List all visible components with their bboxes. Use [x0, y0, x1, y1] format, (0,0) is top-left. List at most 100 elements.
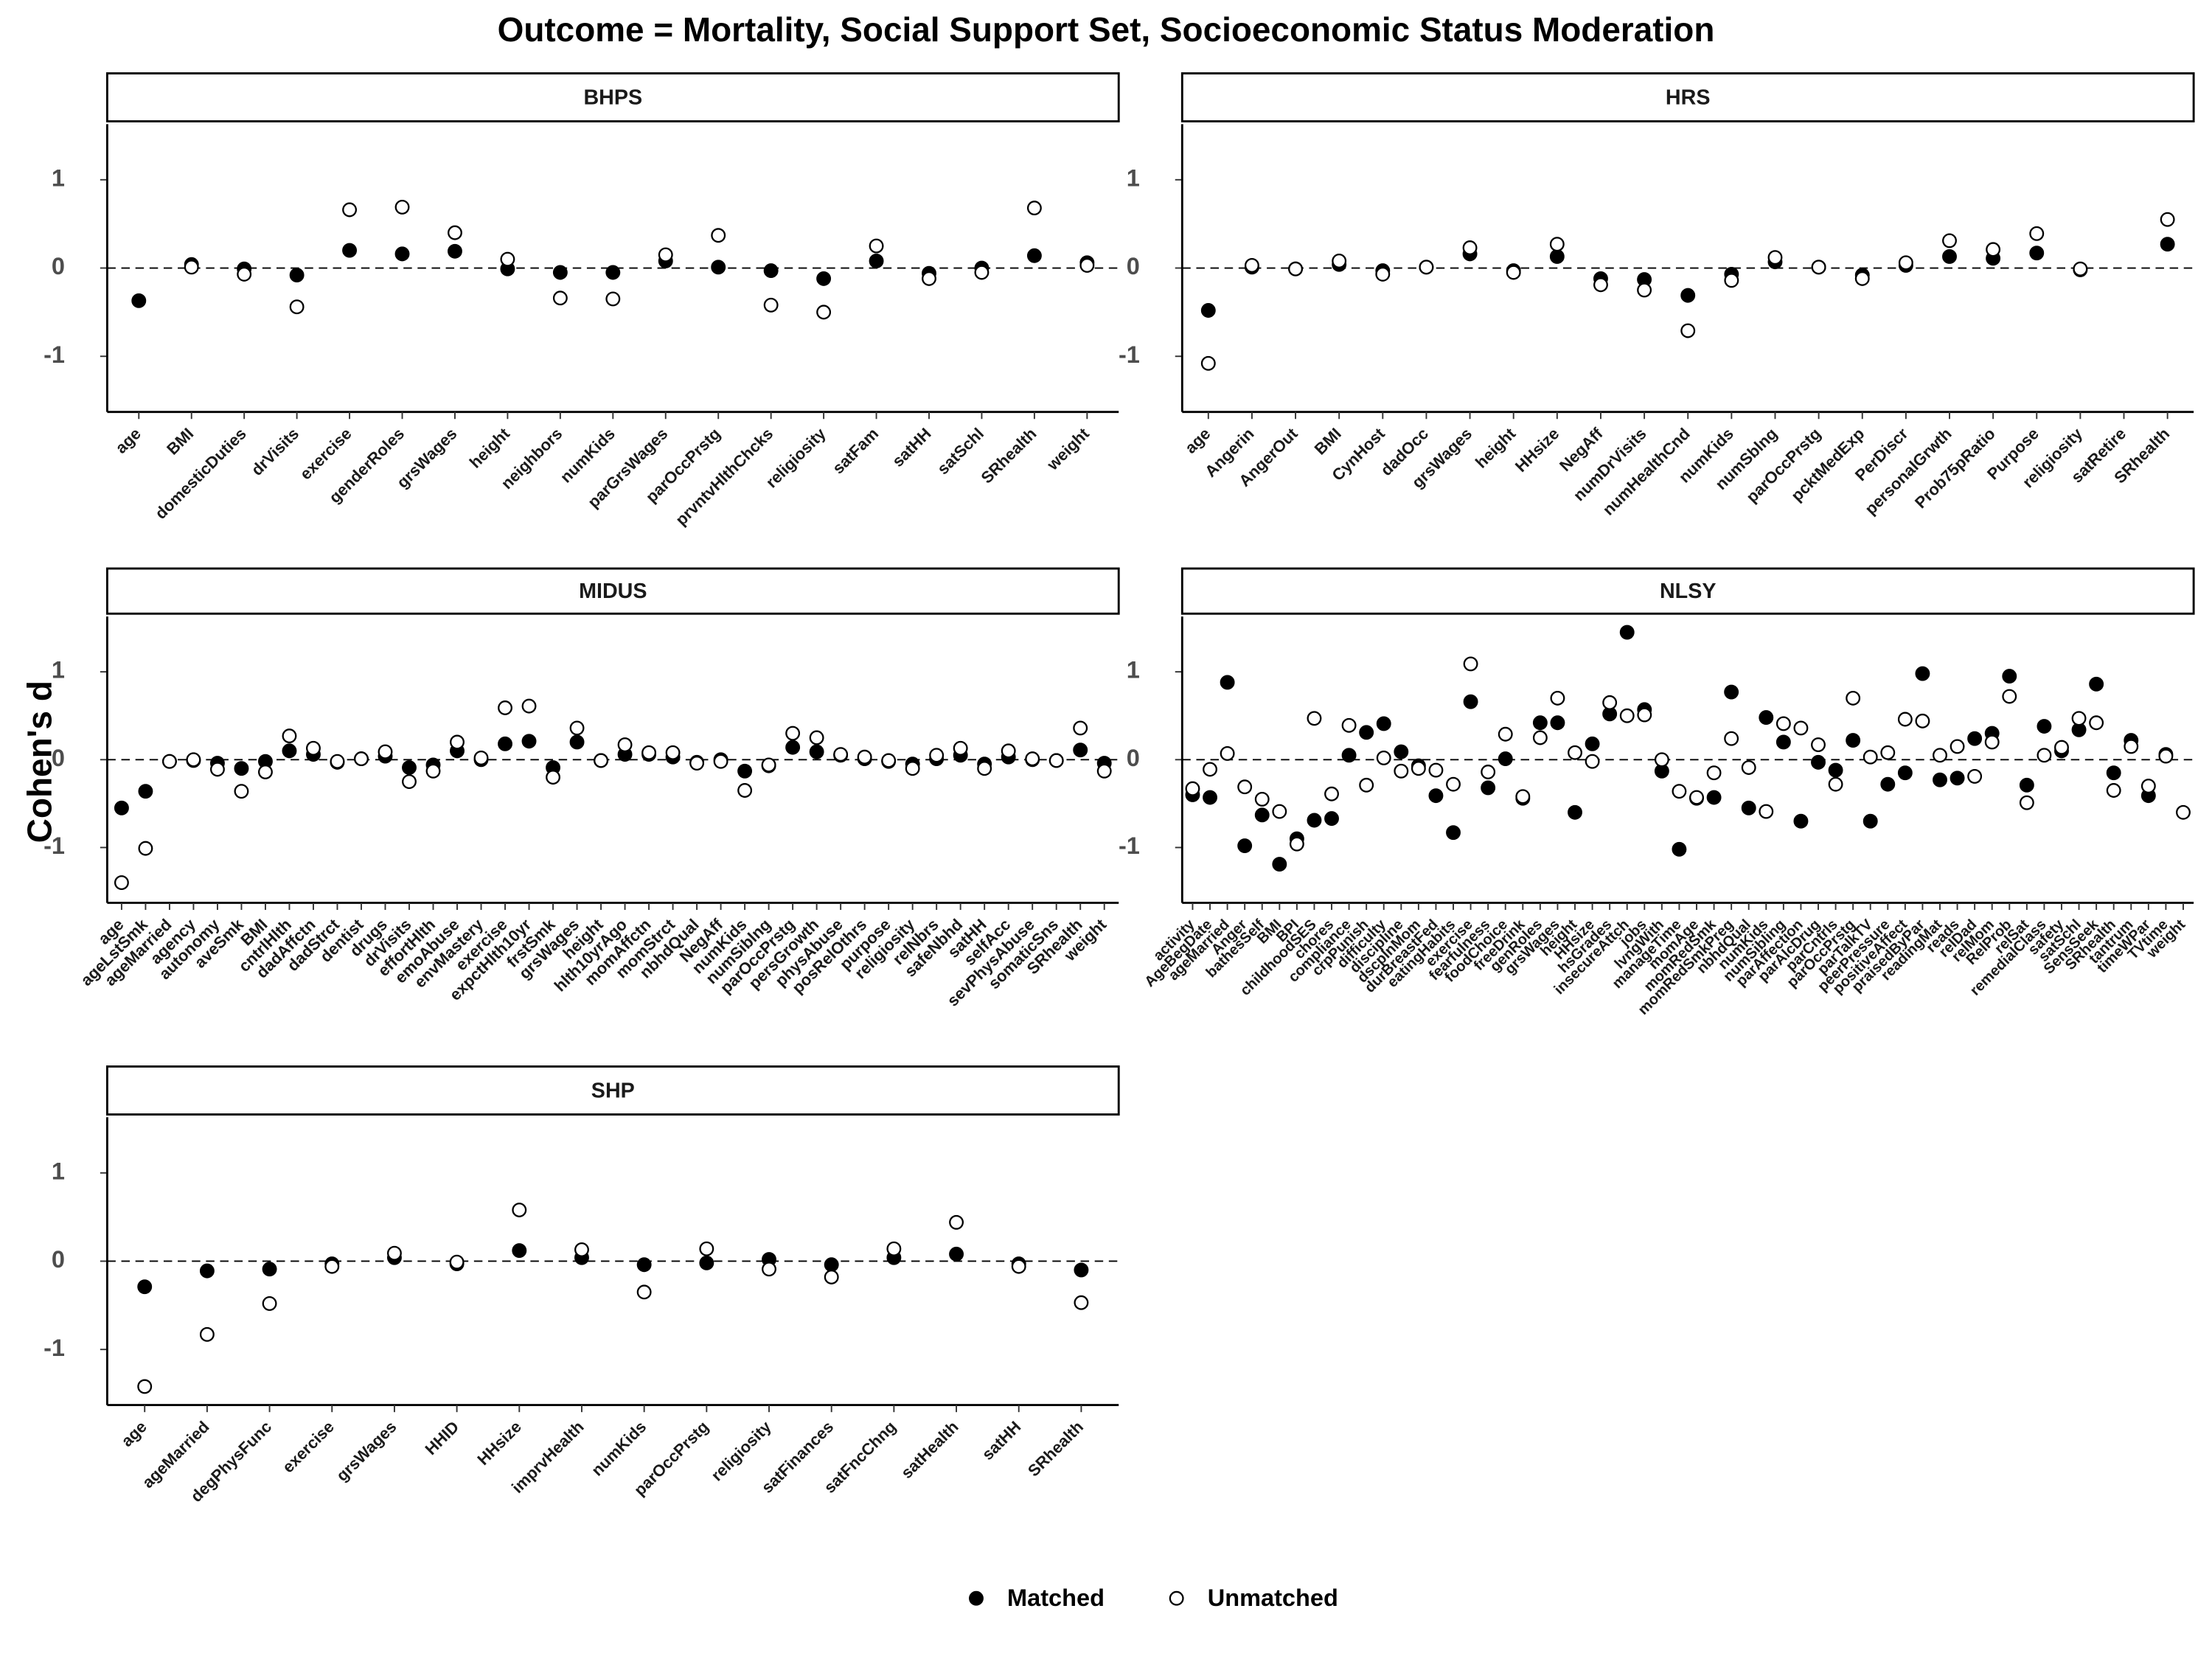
- data-point: [1706, 765, 1722, 781]
- data-point: [114, 875, 129, 891]
- data-point: [665, 745, 681, 760]
- data-point: [1741, 800, 1756, 815]
- data-point: [2176, 804, 2191, 820]
- data-point: [785, 740, 801, 755]
- data-point: [282, 743, 297, 759]
- data-point: [1811, 754, 1826, 770]
- data-point: [234, 761, 249, 776]
- data-point: [186, 752, 201, 768]
- data-point: [330, 754, 345, 769]
- data-point: [1724, 684, 1739, 700]
- data-point: [929, 748, 945, 763]
- data-point: [763, 297, 779, 313]
- data-point: [1428, 788, 1444, 804]
- data-point: [2106, 765, 2121, 781]
- data-point: [1048, 753, 1064, 768]
- data-point: [131, 293, 147, 308]
- data-point: [1811, 260, 1826, 275]
- data-point: [1220, 746, 1235, 761]
- data-point: [641, 745, 657, 760]
- data-point: [1411, 761, 1426, 776]
- data-point: [1394, 744, 1409, 759]
- legend-marker: [1169, 1590, 1184, 1606]
- data-point: [816, 305, 832, 320]
- data-point: [2073, 261, 2088, 276]
- data-point: [1203, 790, 1217, 805]
- data-point: [1341, 717, 1357, 733]
- data-point: [809, 744, 824, 759]
- data-point: [498, 700, 512, 715]
- data-point: [699, 1241, 714, 1256]
- data-point: [394, 246, 410, 262]
- data-point: [711, 260, 726, 275]
- data-point: [1203, 762, 1217, 777]
- data-point: [512, 1243, 527, 1259]
- legend-marker: [969, 1590, 984, 1606]
- y-tick-label: 0: [52, 253, 65, 279]
- data-point: [1550, 715, 1565, 731]
- data-point: [1220, 675, 1235, 690]
- data-point: [184, 260, 199, 275]
- data-point: [1462, 240, 1478, 255]
- data-point: [569, 734, 585, 750]
- data-point: [1680, 323, 1696, 338]
- legend: Matched Unmatched: [969, 1585, 1338, 1611]
- data-point: [1359, 777, 1374, 793]
- data-point: [1986, 242, 2001, 257]
- data-point: [2019, 777, 2034, 793]
- data-point: [2160, 237, 2175, 252]
- data-point: [1863, 749, 1878, 765]
- facet: NLSY-101activityAgeBegDateageMarriedAnge…: [1119, 567, 2195, 1018]
- y-tick-label: 0: [1127, 253, 1140, 279]
- data-point: [1680, 288, 1696, 303]
- data-point: [1767, 250, 1783, 265]
- data-point: [1775, 716, 1791, 731]
- data-point: [2160, 212, 2175, 227]
- data-point: [949, 1214, 964, 1230]
- data-point: [1324, 786, 1339, 801]
- y-axis-title: Cohen's d: [21, 681, 59, 843]
- data-point: [1096, 763, 1112, 779]
- data-point: [354, 751, 369, 767]
- data-point: [402, 760, 417, 775]
- data-point: [1079, 257, 1095, 273]
- data-point: [1446, 825, 1461, 841]
- data-point: [1244, 257, 1259, 273]
- data-point: [1637, 707, 1652, 723]
- data-point: [1689, 790, 1704, 805]
- data-point: [394, 199, 410, 215]
- data-point: [977, 761, 992, 776]
- data-point: [1481, 765, 1496, 779]
- data-point: [1307, 813, 1322, 828]
- data-point: [1254, 807, 1270, 823]
- data-point: [1568, 745, 1582, 760]
- data-point: [1481, 780, 1496, 796]
- data-point: [521, 698, 537, 714]
- data-point: [234, 784, 249, 799]
- data-point: [324, 1259, 340, 1274]
- data-point: [1811, 737, 1826, 752]
- data-point: [1532, 715, 1548, 731]
- data-point: [1854, 271, 1870, 286]
- data-point: [713, 754, 728, 769]
- data-point: [1593, 277, 1608, 293]
- data-point: [448, 243, 462, 259]
- facet-title: MIDUS: [579, 580, 647, 603]
- data-point: [1724, 273, 1739, 288]
- data-point: [262, 1295, 277, 1311]
- data-point: [289, 268, 305, 283]
- data-point: [1200, 355, 1216, 371]
- data-point: [594, 753, 609, 768]
- data-point: [1654, 752, 1669, 768]
- y-tick-label: -1: [1119, 341, 1140, 368]
- data-point: [1506, 265, 1521, 280]
- data-point: [1724, 731, 1739, 746]
- data-point: [1428, 762, 1444, 778]
- y-tick-label: 0: [52, 745, 65, 771]
- data-point: [237, 266, 252, 282]
- data-point: [763, 263, 779, 279]
- data-point: [689, 756, 705, 771]
- data-point: [711, 228, 726, 243]
- data-point: [1741, 760, 1756, 775]
